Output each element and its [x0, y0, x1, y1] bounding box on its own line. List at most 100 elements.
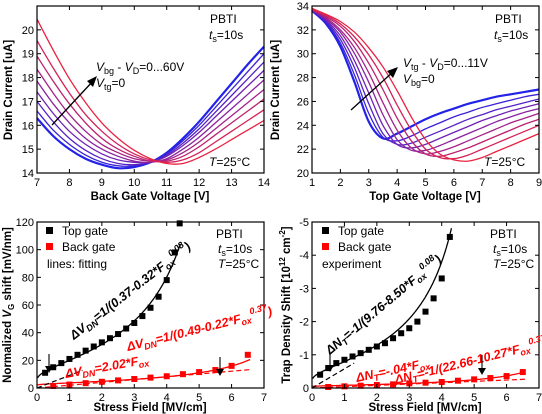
panel-a-axis-ticks: 7 8 9 10 11 12 13 14 14 15 16 17 18 19 20	[22, 6, 270, 189]
top-gate-point	[50, 364, 57, 371]
top-gate-point	[139, 313, 146, 320]
panel-d-legend: Top gate Back gate	[322, 224, 392, 254]
top-gate-point	[90, 343, 97, 350]
top-gate-point	[341, 356, 348, 363]
panel-d-stress-time-label: ts=10s	[493, 242, 527, 258]
y-tick-label: -1	[299, 350, 309, 362]
x-tick-label: 6	[451, 177, 457, 189]
legend-marker-back-gate	[322, 243, 329, 250]
y-tick-label: 120	[16, 217, 34, 229]
legend-marker-back-gate	[46, 243, 53, 250]
panel-c-y-axis-label: Normalized VG shift [mV/nm]	[2, 227, 16, 383]
top-gate-point	[147, 304, 154, 311]
x-tick-label: 0	[34, 392, 40, 404]
top-gate-point	[430, 295, 437, 302]
back-gate-point	[115, 377, 122, 384]
id-curve-9	[311, 7, 540, 162]
x-tick-label: 3	[406, 392, 412, 404]
top-gate-point	[155, 293, 162, 300]
panel-a-curves	[36, 18, 265, 170]
id-curve-2	[311, 10, 540, 142]
id-curve-4	[311, 10, 540, 149]
panel-d-x-axis-label: Stress Field [MV/cm]	[368, 402, 481, 414]
top-gate-point	[414, 318, 421, 325]
id-curve-9	[36, 18, 265, 165]
top-gate-point	[422, 308, 429, 315]
legend-label-back-gate: Back gate	[338, 240, 392, 254]
y-tick-label: 40	[22, 328, 34, 340]
back-gate-point	[244, 351, 251, 358]
y-tick-label: 0	[303, 383, 309, 395]
id-curve-8	[36, 40, 265, 163]
y-tick-label: -3	[299, 283, 309, 295]
panel-b-bias-sweep-label: Vtg - VD=0...11V	[403, 56, 488, 72]
x-tick-label: 0	[309, 392, 315, 404]
top-gate-point	[365, 346, 372, 353]
top-gate-point	[82, 347, 89, 354]
back-gate-point	[406, 380, 413, 387]
top-gate-point	[357, 350, 364, 357]
panel-a-frame	[36, 5, 265, 174]
back-gate-point	[422, 379, 429, 386]
panel-c-legend: Top gate Back gate	[46, 224, 116, 254]
panel-c-temperature-label: T=25°C	[218, 257, 259, 271]
y-tick-label: 19	[22, 49, 34, 61]
y-tick-label: 15	[22, 144, 34, 156]
x-tick-label: 1	[341, 392, 347, 404]
back-gate-point	[487, 375, 494, 382]
panel-a-y-axis-label: Drain Current [uA]	[3, 40, 15, 140]
x-tick-label: 11	[161, 177, 172, 189]
id-curve-3	[311, 10, 540, 146]
back-gate-point	[228, 362, 235, 369]
panel-c-arrowhead-left	[45, 366, 53, 373]
top-gate-point	[66, 355, 73, 362]
back-gate-point	[147, 374, 154, 381]
x-tick-label: 7	[34, 177, 40, 189]
x-tick-label: 12	[193, 177, 205, 189]
top-gate-point	[438, 275, 445, 282]
top-gate-linear-fit-line	[311, 362, 355, 389]
top-gate-point	[406, 325, 413, 332]
panel-d-arrowhead-left	[326, 365, 334, 372]
x-tick-label: 4	[164, 392, 170, 404]
panel-b-trend-arrowhead	[387, 67, 398, 78]
x-tick-label: 7	[479, 177, 485, 189]
panel-c-normalized-vg-shift: 0 1 2 3 4 5 6 7 0 20 40 60 80 100 120 Stress Field [MV…	[2, 217, 274, 414]
panel-d-temperature-label: T=25°C	[493, 257, 534, 271]
x-tick-label: 4	[394, 177, 400, 189]
x-tick-label: 7	[261, 392, 267, 404]
panel-d-pbti-label: PBTI	[490, 227, 517, 241]
panel-d-experiment-label: experiment	[322, 257, 382, 271]
top-gate-point	[446, 233, 453, 240]
id-curve-7	[311, 9, 540, 158]
back-gate-point	[390, 381, 397, 388]
y-tick-label: 0	[28, 383, 34, 395]
x-tick-label: 7	[536, 392, 542, 404]
panel-b-curves	[311, 7, 540, 162]
x-tick-label: 14	[258, 177, 270, 189]
y-tick-label: 20	[22, 355, 34, 367]
panel-c-pbti-label: PBTI	[216, 227, 243, 241]
x-tick-label: 6	[229, 392, 235, 404]
y-tick-label: 14	[22, 168, 34, 180]
x-tick-label: 13	[225, 177, 237, 189]
y-tick-label: 30	[297, 49, 309, 61]
panel-b-temperature-label: T=25°C	[484, 155, 525, 169]
top-gate-point	[176, 220, 183, 227]
panel-a-bias-sweep-label: Vbg - VD=0...60V	[96, 60, 184, 76]
panel-a-temperature-label: T=25°C	[209, 155, 250, 169]
id-curve-6	[36, 68, 265, 162]
y-tick-label: 16	[22, 120, 34, 132]
panel-a-trend-arrowhead	[87, 76, 97, 87]
x-tick-label: 2	[374, 392, 380, 404]
panel-b-pbti-label: PBTI	[495, 12, 522, 26]
x-tick-label: 10	[128, 177, 140, 189]
top-gate-point	[98, 339, 105, 346]
top-gate-point	[349, 353, 356, 360]
x-tick-label: 9	[536, 177, 542, 189]
panel-d-arrowhead-right	[478, 368, 486, 375]
back-gate-point	[503, 373, 510, 380]
top-gate-point	[163, 277, 170, 284]
y-tick-label: -5	[299, 217, 309, 229]
